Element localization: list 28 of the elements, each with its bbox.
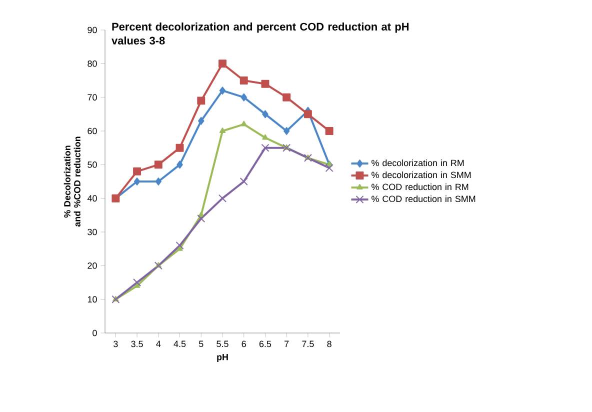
x-tick-label: 3.5	[131, 340, 143, 348]
y-tick-label: 40	[87, 195, 97, 202]
x-tick-label: 5.5	[216, 340, 228, 348]
y-tick-label: 90	[88, 26, 97, 34]
y-tick-label: 0	[92, 330, 97, 336]
y-tick-label: 50	[88, 161, 97, 168]
legend-label: % decolorization in RM	[372, 160, 464, 166]
legend-label: % COD reduction in SMM	[372, 195, 476, 202]
x-tick-label: 5	[199, 340, 204, 348]
y-tick-label: 20	[88, 262, 97, 269]
x-axis-title: pH	[217, 354, 228, 362]
x-tick-label: 7.5	[302, 340, 314, 348]
x-tick-label: 6.5	[259, 340, 272, 348]
y-tick-label: 70	[88, 94, 97, 101]
y-tick-label: 10	[88, 296, 97, 303]
x-tick-label: 4	[156, 340, 161, 347]
legend-label: % decolorization in SMM	[372, 172, 471, 178]
y-tick-label: 60	[88, 128, 97, 134]
x-tick-label: 8	[327, 340, 332, 348]
x-tick-label: 4.5	[174, 340, 186, 348]
x-tick-label: 3	[114, 340, 118, 348]
legend-label: % COD reduction in RM	[372, 183, 468, 190]
y-tick-label: 80	[88, 60, 97, 67]
y-axis-title: % Decolorization and %COD reduction	[64, 136, 80, 227]
x-tick-label: 7	[284, 340, 289, 347]
chart-title: Percent decolorization and percent COD reduction at pH values 3-8	[112, 22, 409, 45]
y-tick-label: 30	[88, 228, 97, 236]
x-tick-label: 6	[242, 340, 246, 348]
